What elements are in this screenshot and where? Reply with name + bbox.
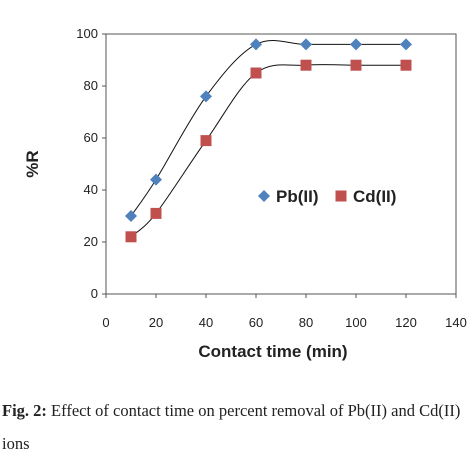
- point-series-1: [350, 59, 362, 71]
- point-series-0: [150, 173, 162, 186]
- legend-label: Pb(II): [276, 187, 319, 206]
- point-series-1: [250, 67, 262, 79]
- point-series-0: [250, 38, 262, 51]
- x-tick-label: 120: [395, 315, 417, 330]
- y-axis-label: %R: [23, 150, 42, 177]
- caption-label: Fig. 2:: [2, 401, 47, 420]
- legend-marker: [335, 190, 347, 202]
- point-series-1: [300, 59, 312, 71]
- y-tick-label: 20: [84, 234, 98, 249]
- x-tick-label: 60: [249, 315, 263, 330]
- x-tick-label: 100: [345, 315, 367, 330]
- caption-text: Effect of contact time on percent remova…: [2, 401, 461, 453]
- y-axis-ticks: 0 20 40 60 80 100: [76, 26, 106, 301]
- point-series-1: [200, 135, 212, 147]
- point-series-0: [200, 90, 212, 103]
- y-tick-label: 0: [91, 286, 98, 301]
- x-axis-label: Contact time (min): [198, 342, 347, 361]
- y-tick-label: 100: [76, 26, 98, 41]
- x-tick-label: 80: [299, 315, 313, 330]
- legend: Pb(II) Cd(II): [258, 187, 396, 206]
- y-tick-label: 40: [84, 182, 98, 197]
- chart: 0 20 40 60 80 100 0 20 40 60 80 100 120 140 %R Conta…: [23, 26, 467, 361]
- point-series-0: [125, 210, 137, 222]
- x-axis-ticks: 0 20 40 60 80 100 120 140: [102, 294, 467, 330]
- x-tick-label: 40: [199, 315, 213, 330]
- data-points: [125, 38, 412, 243]
- x-tick-label: 0: [102, 315, 109, 330]
- point-series-1: [150, 207, 162, 219]
- point-series-1: [125, 231, 137, 243]
- point-series-0: [350, 38, 362, 51]
- point-series-0: [400, 38, 412, 51]
- legend-marker: [258, 190, 270, 202]
- point-series-1: [400, 59, 412, 71]
- trend-curves: [130, 40, 406, 238]
- figure-caption: Fig. 2: Effect of contact time on percen…: [2, 394, 470, 460]
- x-tick-label: 20: [149, 315, 163, 330]
- plot-frame: [105, 33, 457, 295]
- x-tick-label: 140: [445, 315, 467, 330]
- legend-label: Cd(II): [353, 187, 396, 206]
- y-tick-label: 60: [84, 130, 98, 145]
- y-tick-label: 80: [84, 78, 98, 93]
- plot-area: [105, 33, 457, 295]
- point-series-0: [300, 38, 312, 51]
